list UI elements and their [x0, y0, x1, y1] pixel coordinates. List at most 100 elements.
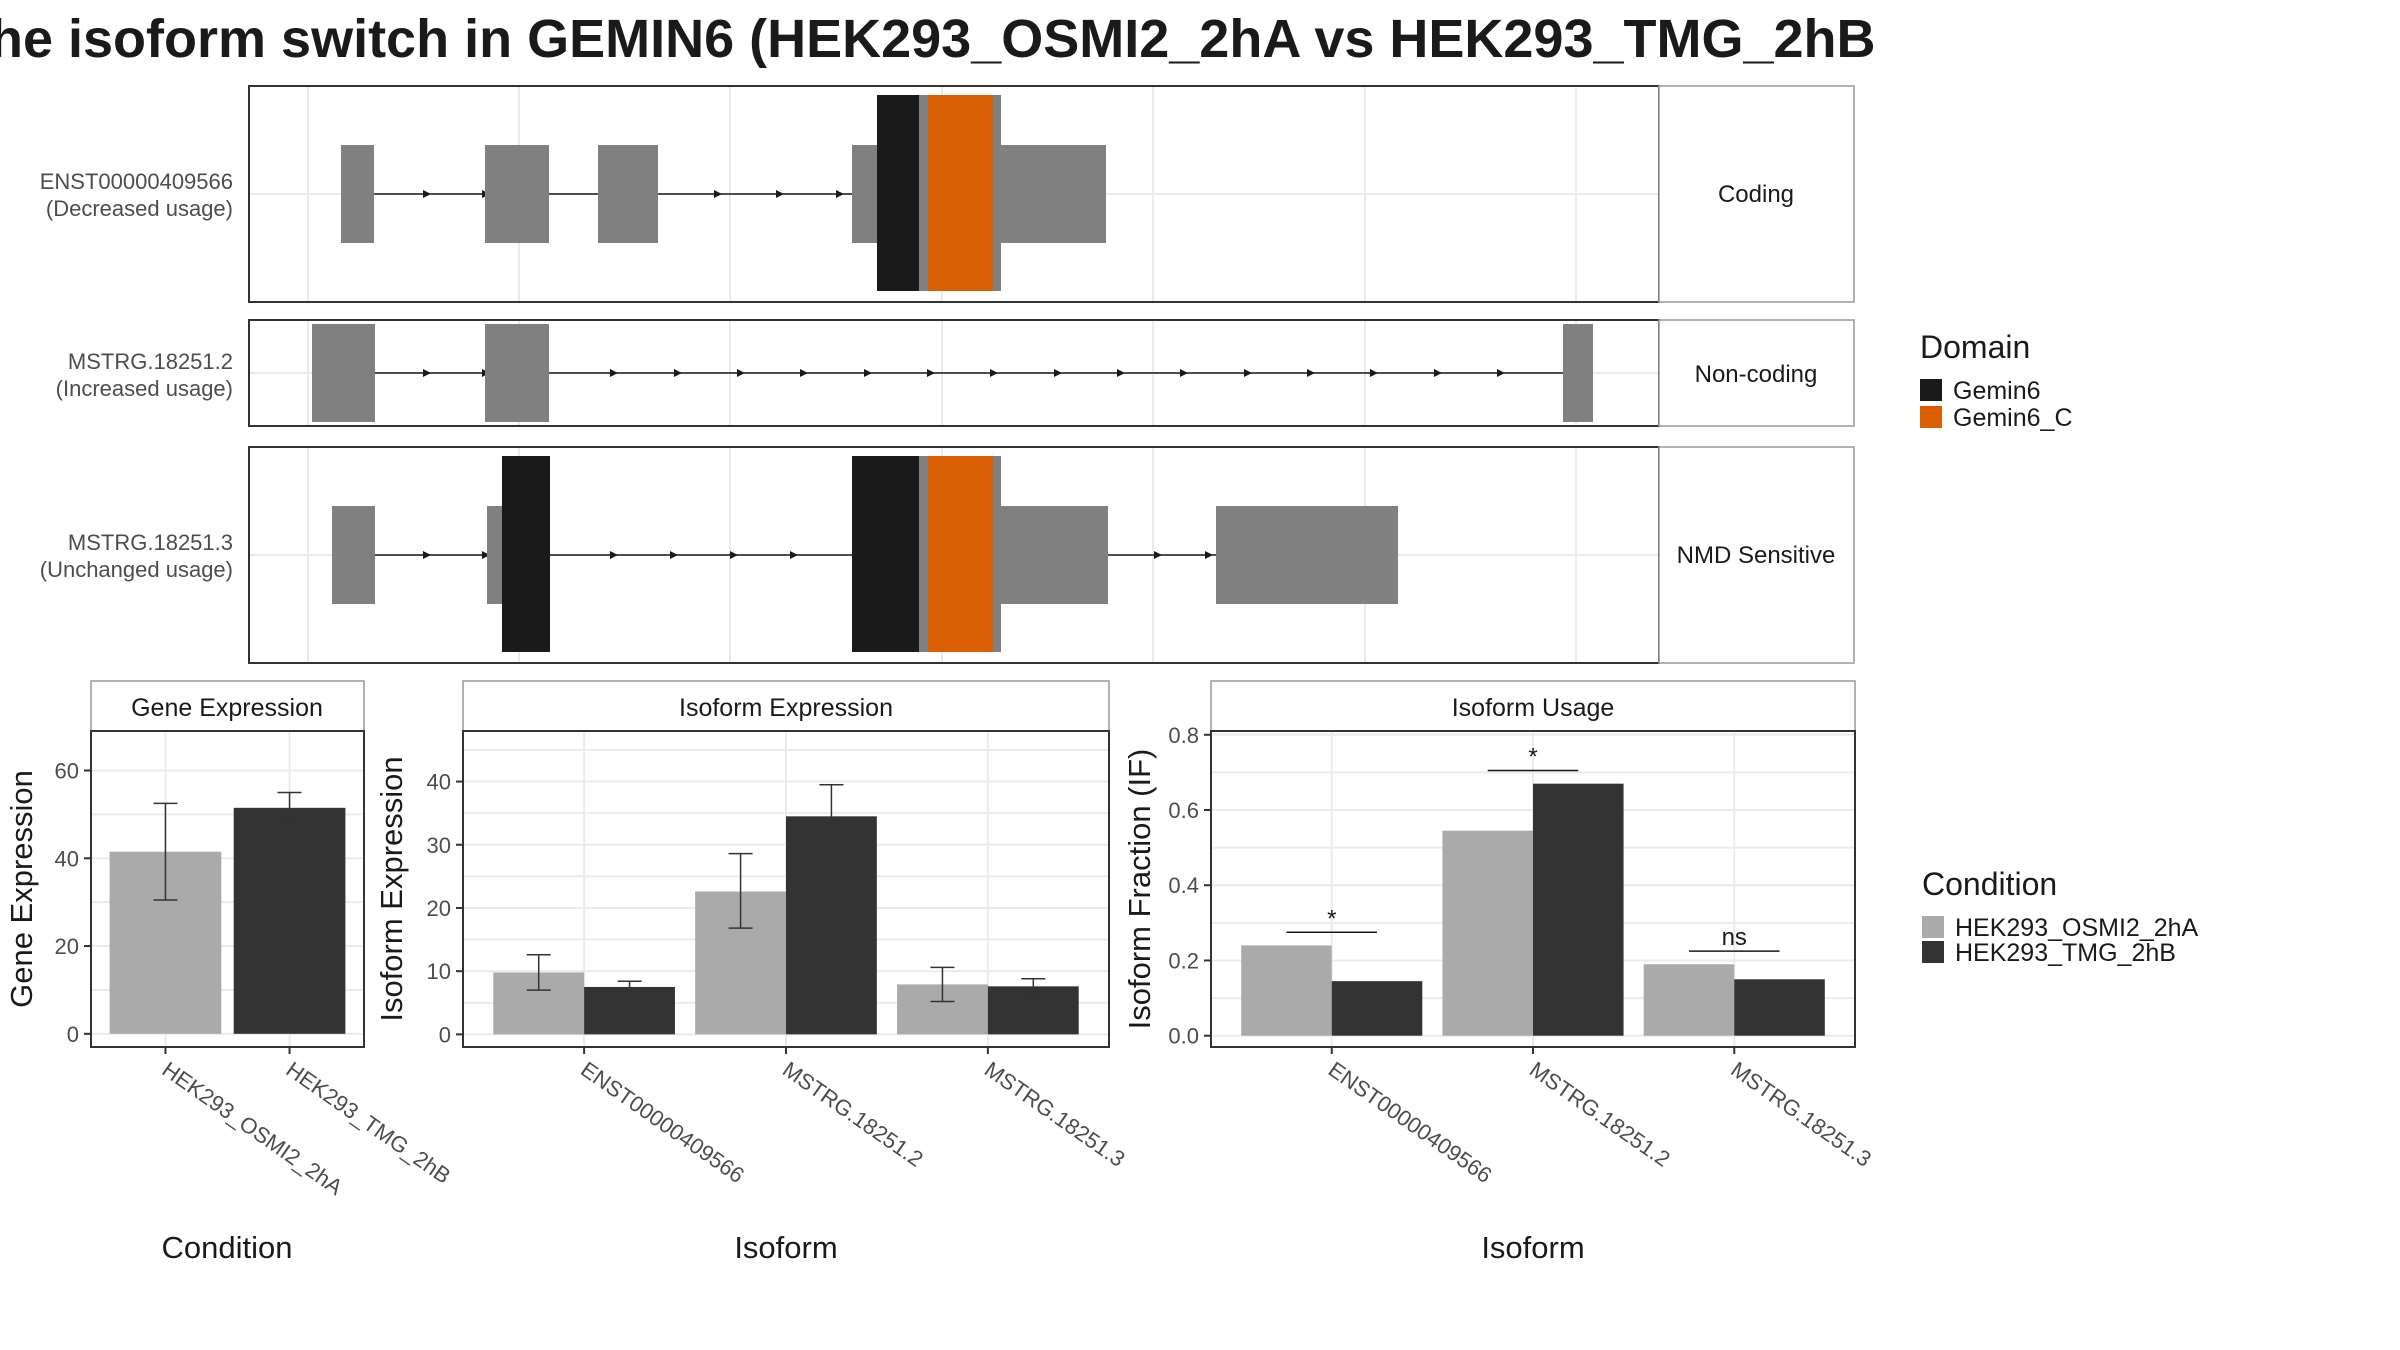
- ytick-label: 20: [427, 896, 451, 921]
- significance-label: ns: [1722, 924, 1747, 951]
- facet-strip-nmd: [1658, 446, 1855, 664]
- xtick-label: ENST00000409566: [576, 1057, 749, 1188]
- isoform-usage-title: Isoform Usage: [1452, 694, 1615, 722]
- transcript-usage-label: (Decreased usage): [46, 196, 233, 221]
- legend-label-cond-a: HEK293_OSMI2_2hA: [1955, 914, 2199, 942]
- legend-label-gemin6: Gemin6: [1953, 377, 2041, 405]
- ytick-label: 10: [427, 959, 451, 984]
- xtick-label: MSTRG.18251.2: [778, 1057, 928, 1172]
- ytick-label: 0.8: [1168, 723, 1199, 748]
- ytick-label: 0.6: [1168, 798, 1199, 823]
- transcript-id-label: MSTRG.18251.3: [68, 530, 233, 555]
- facet-strip-coding: [1658, 85, 1855, 303]
- ytick-label: 40: [55, 846, 79, 871]
- transcript-usage-label: (Unchanged usage): [40, 557, 233, 582]
- bar: [1241, 945, 1332, 1036]
- transcript-structure-mstrg-18251-3: [332, 456, 1398, 652]
- isoform-usage-yticks: 0.0 0.2 0.4 0.6 0.8: [1168, 723, 1211, 1049]
- condition-legend: Condition HEK293_OSMI2_2hA HEK293_TMG_2h…: [1922, 866, 2199, 967]
- gemin6-c-domain: [928, 456, 993, 652]
- legend-label-cond-b: HEK293_TMG_2hB: [1955, 939, 2176, 967]
- gene-expression-error-bars: [153, 791, 302, 901]
- gene-expression-strip: [90, 680, 365, 732]
- exon: [485, 145, 549, 243]
- exon: [598, 145, 658, 243]
- isoform-usage-bars: [1241, 783, 1825, 1036]
- exon: [1563, 324, 1593, 422]
- bar: [1533, 783, 1624, 1036]
- bar: [1331, 981, 1423, 1036]
- legend-swatch-gemin6: [1920, 379, 1942, 401]
- gene-expression-ylabel: Gene Expression: [4, 770, 39, 1008]
- ytick-label: 0: [67, 1022, 79, 1047]
- isoform-expression-xlabel: Isoform: [734, 1230, 837, 1265]
- ytick-label: 20: [55, 934, 79, 959]
- isoform-usage-xticks: ENST00000409566 MSTRG.18251.2 MSTRG.18251.…: [1324, 1047, 1876, 1188]
- ytick-label: 0: [439, 1022, 451, 1047]
- legend-swatch-cond-a: [1922, 916, 1944, 938]
- bar: [1734, 979, 1825, 1036]
- transcript-structure-enst00000409566: [341, 95, 1106, 291]
- transcript-id-label: MSTRG.18251.2: [68, 349, 233, 374]
- exon: [1216, 506, 1398, 604]
- isoform-expression-xticks: ENST00000409566 MSTRG.18251.2 MSTRG.18251.…: [576, 1047, 1130, 1188]
- isoform-expression-title: Isoform Expression: [679, 694, 893, 722]
- figure-title: he isoform switch in GEMIN6 (HEK293_OSMI…: [0, 9, 1876, 69]
- isoform-expression-yticks: 0 10 20 30 40: [427, 770, 463, 1047]
- ytick-label: 0.2: [1168, 948, 1199, 973]
- exon: [341, 145, 374, 243]
- gemin6-domain: [502, 456, 550, 652]
- domain-legend: Domain Gemin6 Gemin6_C: [1920, 329, 2073, 432]
- transcript-id-label: ENST00000409566: [40, 169, 233, 194]
- xtick-label: MSTRG.18251.2: [1525, 1057, 1675, 1172]
- isoform-usage-xlabel: Isoform: [1481, 1230, 1584, 1265]
- exon: [332, 506, 375, 604]
- transcript-type-label: NMD Sensitive: [1677, 542, 1836, 569]
- ytick-label: 30: [427, 833, 451, 858]
- exon: [487, 506, 503, 604]
- significance-label: *: [1327, 905, 1336, 932]
- transcript-structure-panels: ENST00000409566 (Decreased usage) MSTRG.…: [40, 85, 1855, 664]
- transcript-structure-mstrg-18251-2: [312, 324, 1593, 422]
- isoform-usage-ylabel: Isoform Fraction (IF): [1122, 749, 1157, 1030]
- gene-expression-title: Gene Expression: [131, 694, 323, 722]
- domain-legend-title: Domain: [1920, 329, 2030, 365]
- bar: [1442, 830, 1533, 1036]
- isoform-usage-significance: * * ns: [1286, 744, 1780, 952]
- exon: [485, 324, 549, 422]
- significance-label: *: [1528, 744, 1537, 771]
- transcript-usage-label: (Increased usage): [56, 376, 233, 401]
- gene-expression-bars: [109, 807, 346, 1034]
- isoform-expression-ylabel: Isoform Expression: [374, 756, 409, 1021]
- bar: [1643, 964, 1735, 1036]
- bar: [786, 816, 877, 1035]
- xtick-label: MSTRG.18251.3: [1726, 1057, 1876, 1172]
- isoform-expression-strip: [462, 680, 1110, 732]
- gene-expression-xlabel: Condition: [162, 1230, 293, 1265]
- legend-swatch-cond-b: [1922, 941, 1944, 963]
- facet-strip-noncoding: [1658, 319, 1855, 427]
- isoform-expression-chart: Isoform Expression 0 10 20 30 40 ENST0000040…: [374, 680, 1130, 1265]
- gemin6-domain: [877, 95, 919, 291]
- transcript-type-label: Non-coding: [1695, 361, 1818, 388]
- exon: [312, 324, 375, 422]
- ytick-label: 60: [55, 759, 79, 784]
- bar: [233, 807, 346, 1034]
- xtick-label: MSTRG.18251.3: [980, 1057, 1130, 1172]
- legend-swatch-gemin6-c: [1920, 406, 1942, 428]
- ytick-label: 0.4: [1168, 873, 1199, 898]
- gemin6-c-domain: [928, 95, 993, 291]
- gene-expression-chart: Gene Expression 0 20 40 60 HEK293_OSMI2_2hA…: [4, 680, 455, 1265]
- isoform-usage-chart: Isoform Usage * * ns 0.0 0.2 0.4 0.6 0.8 ENST0…: [1122, 680, 1876, 1265]
- isoform-usage-strip: [1210, 680, 1856, 732]
- exon: [1000, 506, 1108, 604]
- gene-expression-yticks: 0 20 40 60: [55, 759, 91, 1047]
- transcript-type-label: Coding: [1718, 181, 1794, 208]
- bar: [584, 986, 675, 1035]
- gemin6-domain: [852, 456, 919, 652]
- xtick-label: ENST00000409566: [1324, 1057, 1497, 1188]
- ytick-label: 0.0: [1168, 1024, 1199, 1049]
- condition-legend-title: Condition: [1922, 866, 2057, 902]
